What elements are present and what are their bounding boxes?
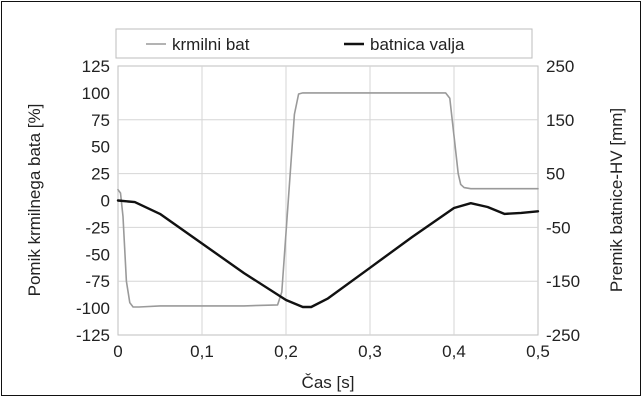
y-right-tick-label: 250 (546, 57, 574, 76)
y-left-tick-label: -100 (76, 299, 110, 318)
y-left-tick-label: 75 (91, 111, 110, 130)
y-right-tick-label: 150 (546, 111, 574, 130)
legend-label-batnica-valja: batnica valja (370, 35, 465, 54)
y-left-ticks: 125 100 75 50 25 0 -25 -50 -75 -100 -125 (76, 57, 110, 345)
y-left-tick-label: -25 (85, 218, 110, 237)
legend-label-krmilni-bat: krmilni bat (172, 35, 250, 54)
x-ticks: 0 0,1 0,2 0,3 0,4 0,5 (113, 342, 550, 361)
x-tick-label: 0,3 (358, 342, 382, 361)
y-left-tick-label: -125 (76, 326, 110, 345)
x-tick-label: 0,1 (190, 342, 214, 361)
series-line-krmilni-bat (117, 92, 539, 308)
y-right-tick-label: -150 (546, 272, 580, 291)
x-tick-label: 0,5 (526, 342, 550, 361)
y-left-tick-label: 100 (82, 84, 110, 103)
y-left-tick-label: -75 (85, 272, 110, 291)
y-left-axis-title: Pomik krmilnega bata [%] (25, 104, 44, 297)
grid (118, 66, 538, 335)
y-right-ticks: 250 150 50 -50 -150 -250 (546, 57, 580, 345)
y-right-axis-title: Premik batnice-HV [mm] (607, 108, 626, 292)
y-right-tick-label: -50 (546, 218, 571, 237)
x-tick-label: 0,2 (274, 342, 298, 361)
legend-box (115, 28, 533, 59)
y-left-tick-label: 50 (91, 138, 110, 157)
y-right-tick-label: 50 (546, 165, 565, 184)
x-axis-title: Čas [s] (302, 373, 355, 392)
legend: krmilni bat batnica valja (115, 28, 533, 59)
series-line-batnica-valja (116, 199, 540, 309)
y-left-tick-label: -50 (85, 245, 110, 264)
y-right-tick-label: -250 (546, 326, 580, 345)
series-layer (116, 92, 540, 309)
x-tick-label: 0,4 (442, 342, 466, 361)
x-tick-label: 0 (113, 342, 122, 361)
plot-area (117, 65, 539, 336)
y-left-tick-label: 0 (101, 192, 110, 211)
y-left-tick-label: 125 (82, 57, 110, 76)
y-left-tick-label: 25 (91, 165, 110, 184)
